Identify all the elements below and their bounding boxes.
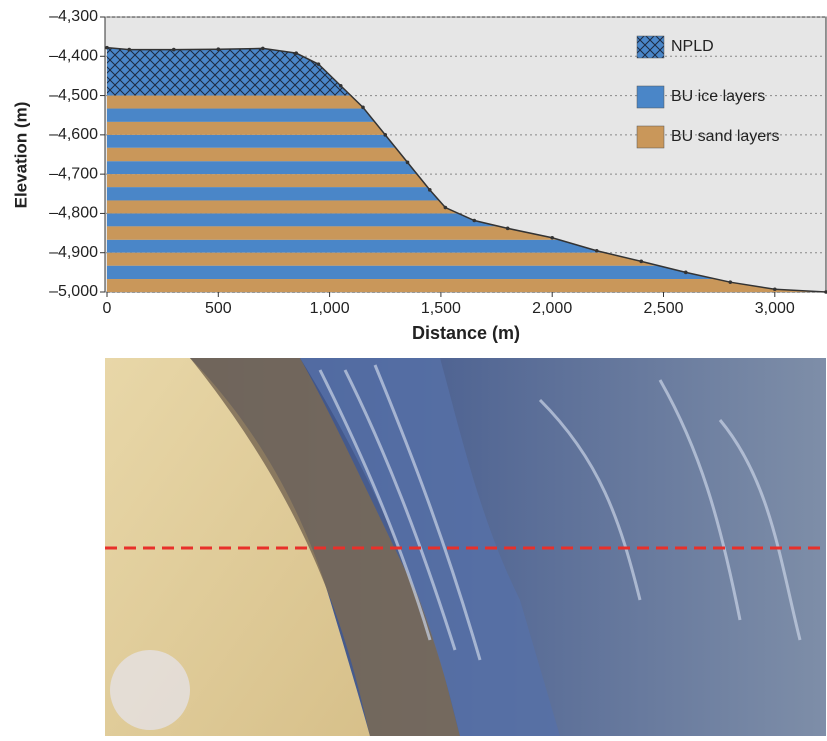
profile-point (728, 280, 732, 284)
y-tick-label: –5,000 (49, 283, 98, 300)
profile-point (217, 47, 221, 51)
legend-label: BU sand layers (671, 128, 780, 145)
profile-point (127, 48, 131, 52)
legend-swatch (637, 86, 664, 108)
photo (105, 358, 826, 736)
legend-swatch (637, 36, 664, 58)
profile-point (383, 133, 387, 137)
figure: –4,300 –4,400 –4,500 –4,600 –4,700 –4,800 –4,9… (0, 0, 827, 736)
legend-label: BU ice layers (671, 88, 765, 105)
profile-point (406, 161, 410, 165)
legend-label: NPLD (671, 38, 714, 55)
y-tick-label: –4,800 (49, 205, 98, 222)
profile-point (105, 46, 109, 50)
profile-point (428, 188, 432, 192)
x-tick-label: 1,000 (310, 300, 350, 317)
profile-point (294, 51, 298, 55)
profile-point (317, 62, 321, 66)
x-tick-label: 2,500 (643, 300, 683, 317)
profile-point (444, 206, 448, 210)
profile-point (472, 219, 476, 223)
x-tick-label: 3,000 (755, 300, 795, 317)
profile-point (261, 47, 265, 51)
y-tick-label: –4,600 (49, 126, 98, 143)
x-axis-title: Distance (m) (412, 323, 520, 343)
layer-band (107, 279, 826, 292)
y-axis-title: Elevation (m) (11, 102, 30, 209)
profile-point (595, 249, 599, 253)
y-tick-label: –4,900 (49, 244, 98, 261)
photo-frost (110, 650, 190, 730)
x-tick-label: 1,500 (421, 300, 461, 317)
profile-point (773, 287, 777, 291)
profile-point (684, 271, 688, 275)
legend-swatch (637, 126, 664, 148)
x-tick-label: 500 (205, 300, 232, 317)
x-tick-label: 0 (103, 300, 112, 317)
profile-point (172, 48, 176, 52)
profile-point (639, 260, 643, 264)
y-tick-label: –4,700 (49, 165, 98, 182)
profile-point (361, 106, 365, 110)
profile-point (339, 84, 343, 88)
profile-point (506, 227, 510, 231)
x-tick-label: 2,000 (532, 300, 572, 317)
y-tick-label: –4,300 (49, 8, 98, 25)
y-tick-label: –4,400 (49, 48, 98, 65)
y-tick-label: –4,500 (49, 87, 98, 104)
profile-point (550, 236, 554, 240)
